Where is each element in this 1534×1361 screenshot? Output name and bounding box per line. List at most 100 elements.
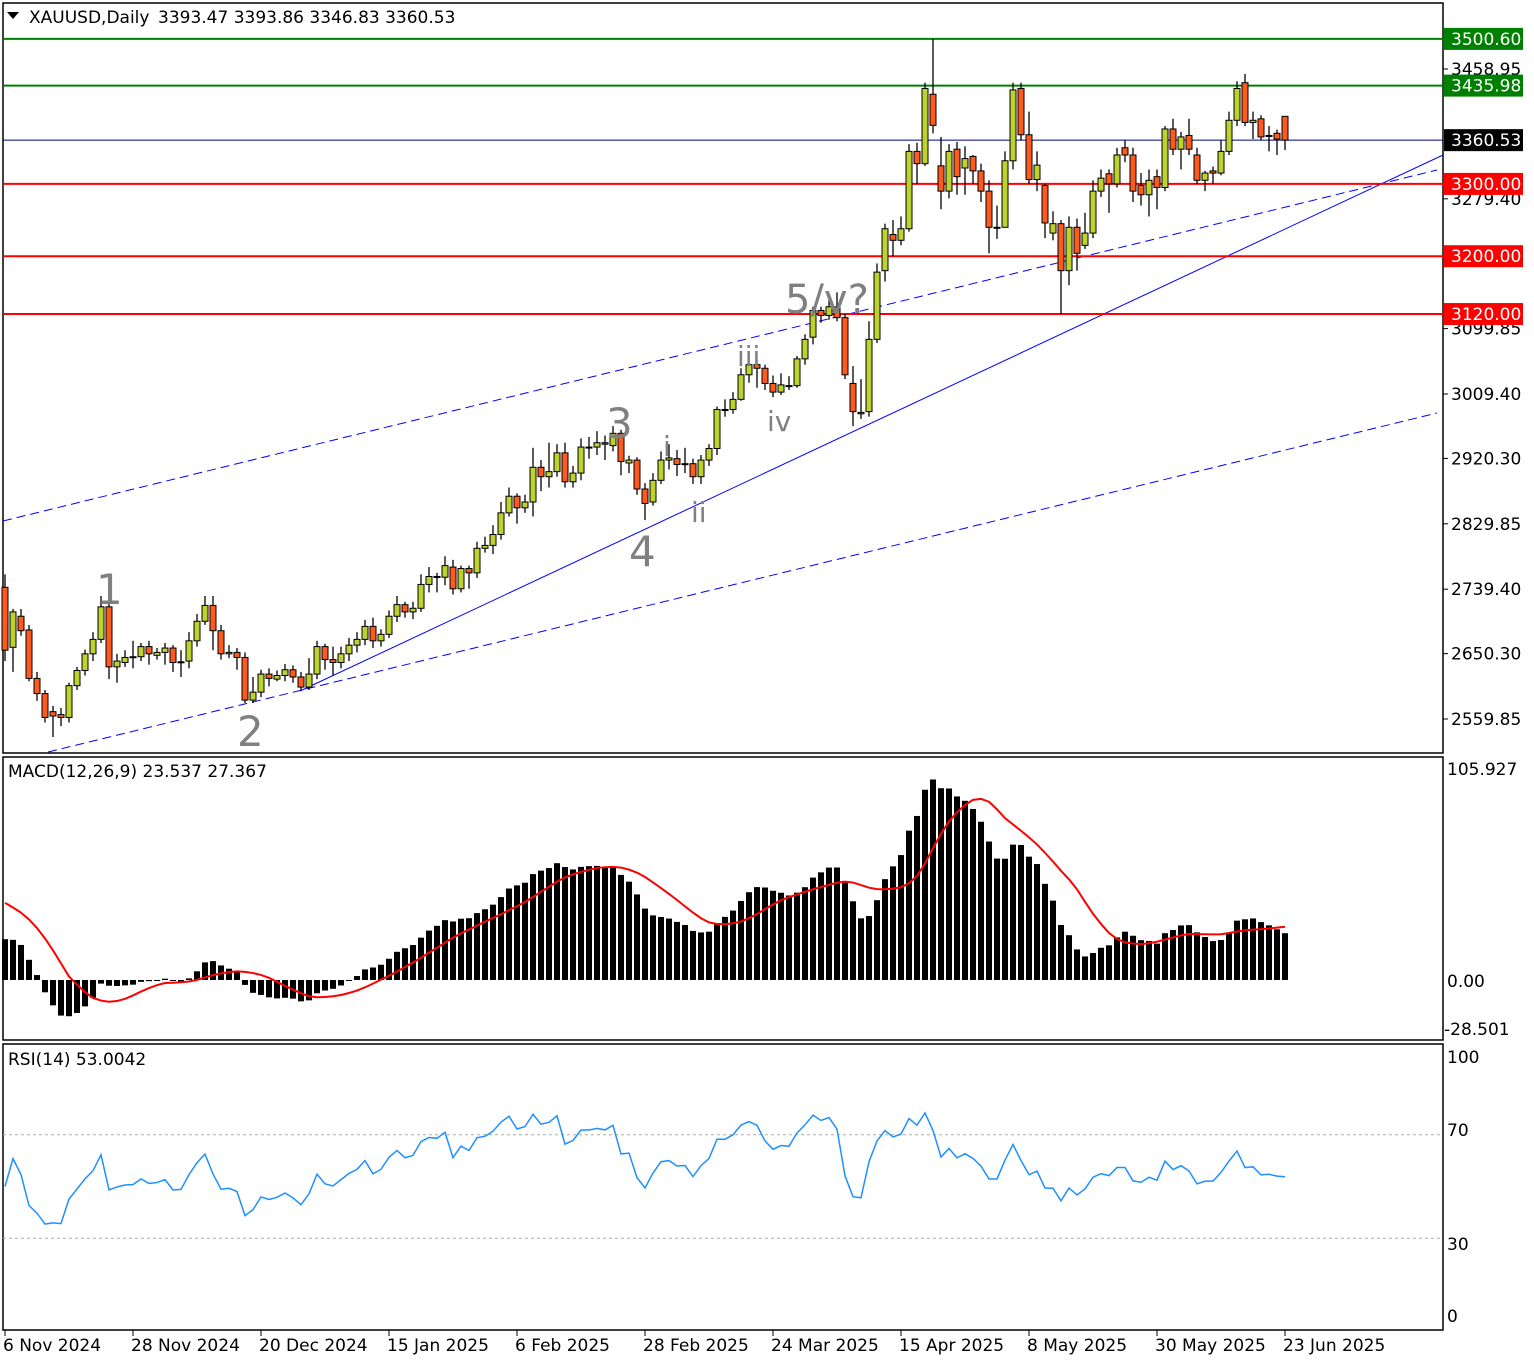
macd-histogram-bar: [250, 980, 256, 993]
candle: [817, 306, 825, 323]
macd-histogram-bar: [98, 980, 104, 984]
candle-body-bull: [273, 675, 281, 680]
candle-body-bull: [393, 604, 401, 617]
macd-histogram-bar: [202, 962, 208, 980]
candle: [1, 574, 9, 662]
candle: [1265, 126, 1273, 152]
candle: [185, 632, 193, 669]
candle-body-bear: [33, 677, 41, 695]
candle-body-bear: [1281, 115, 1289, 141]
candle-body-bear: [1025, 134, 1033, 181]
trendline-solid[interactable]: [299, 154, 1444, 692]
candle-body-bull: [809, 309, 817, 338]
candle-body-bull: [1225, 119, 1233, 152]
macd-histogram-bar: [1154, 943, 1160, 980]
candle-body-bear: [105, 606, 113, 668]
macd-histogram-bar: [602, 867, 608, 980]
candle-body-bull: [313, 646, 321, 675]
candle: [1193, 147, 1201, 184]
candle: [193, 614, 201, 647]
channel-upper-dashed[interactable]: [2, 169, 1438, 522]
candle: [993, 205, 1001, 239]
macd-histogram-bar: [650, 915, 656, 980]
triangle-down-icon[interactable]: [7, 12, 19, 19]
candle-body-bear: [1129, 154, 1137, 192]
candle: [281, 663, 289, 682]
macd-histogram-bar: [122, 980, 128, 986]
candle-body-bear: [1057, 223, 1065, 272]
candle-body-bull: [481, 544, 489, 549]
macd-histogram-bar: [194, 971, 200, 980]
macd-histogram-bar: [1018, 844, 1024, 980]
candle: [9, 609, 17, 672]
candle: [873, 263, 881, 343]
candle: [489, 525, 497, 555]
macd-histogram-bar: [258, 980, 264, 995]
candle-body-bull: [577, 446, 585, 474]
candle-body-bear: [433, 575, 441, 578]
macd-histogram-bar: [1274, 929, 1280, 980]
macd-histogram-bar: [1114, 937, 1120, 980]
candle: [297, 671, 305, 690]
candle: [361, 619, 369, 646]
macd-histogram-bar: [1042, 883, 1048, 980]
candle-body-bear: [1105, 173, 1113, 185]
candle-body-bull: [825, 306, 833, 316]
candle-body-bear: [857, 411, 865, 415]
level-tag-resistance: 3435.98: [1451, 77, 1521, 97]
candle-body-bear: [617, 432, 625, 463]
candle: [809, 306, 817, 345]
candle: [697, 455, 705, 484]
wave-label-ii: ii: [691, 496, 707, 529]
macd-label: MACD(12,26,9) 23.537 27.367: [8, 762, 267, 782]
candle: [601, 435, 609, 461]
candle: [745, 357, 753, 383]
candle: [561, 442, 569, 488]
macd-histogram-bar: [42, 980, 48, 993]
macd-histogram-bar: [146, 980, 152, 982]
macd-histogram-bar: [346, 980, 352, 981]
candle-body-bull: [1265, 134, 1273, 137]
macd-histogram-bar: [626, 881, 632, 980]
candle: [1281, 115, 1289, 151]
macd-histogram-bar: [1178, 925, 1184, 980]
candle: [665, 444, 673, 470]
macd-histogram-bar: [642, 908, 648, 980]
candle: [1177, 131, 1185, 170]
candle-body-bear: [321, 646, 329, 661]
macd-histogram-bar: [34, 975, 40, 980]
candle: [833, 292, 841, 322]
channel-lower-dashed[interactable]: [47, 412, 1438, 753]
candle-body-bear: [641, 488, 649, 504]
macd-histogram-bar: [946, 788, 952, 980]
macd-histogram-bar: [778, 892, 784, 980]
candle-body-bull: [921, 87, 929, 165]
macd-histogram-bar: [234, 972, 240, 980]
macd-histogram-bar: [1258, 922, 1264, 980]
macd-histogram-bar: [1082, 956, 1088, 980]
candle-body-bull: [505, 495, 513, 514]
macd-histogram-bar: [610, 867, 616, 980]
price-tick-label: 2559.85: [1451, 710, 1521, 730]
macd-histogram-bar: [1234, 920, 1240, 980]
candle-body-bear: [233, 651, 241, 658]
candle: [1209, 166, 1217, 184]
candle-body-bear: [145, 646, 153, 655]
candle: [313, 640, 321, 680]
macd-histogram-bar: [178, 980, 184, 982]
candle-body-bear: [561, 452, 569, 483]
main-panel-frame: [2, 2, 1444, 754]
candle: [25, 624, 33, 682]
macd-histogram-bar: [554, 863, 560, 980]
macd-axis-zero: 0.00: [1447, 972, 1485, 992]
candle-body-bull: [473, 547, 481, 574]
candle: [553, 444, 561, 477]
macd-histogram-bar: [530, 874, 536, 980]
macd-histogram-bar: [802, 887, 808, 980]
macd-histogram-bar: [810, 877, 816, 980]
candle: [137, 642, 145, 662]
macd-histogram-bar: [506, 888, 512, 980]
macd-histogram-bar: [898, 855, 904, 980]
candle: [241, 652, 249, 703]
